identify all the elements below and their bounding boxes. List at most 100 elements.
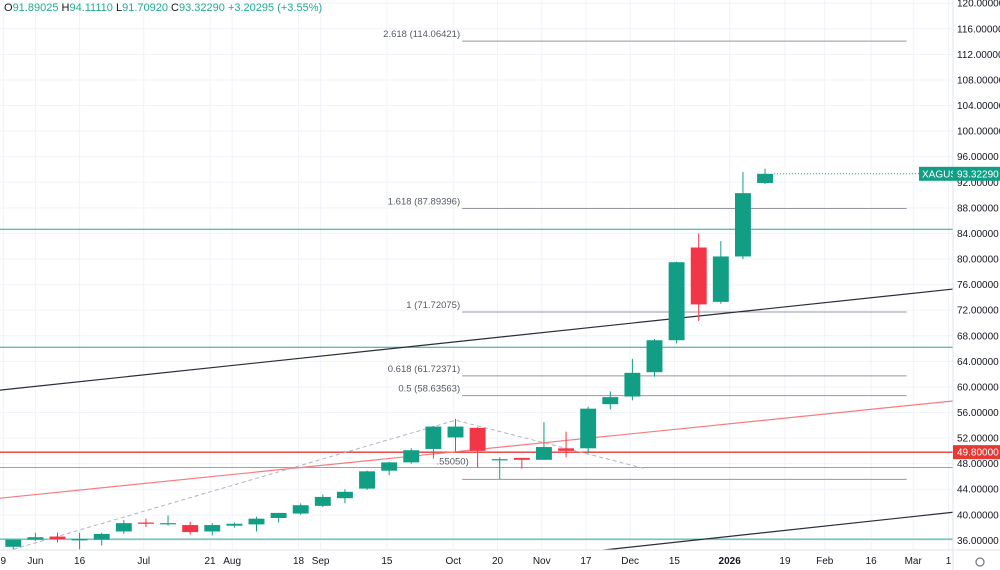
change-value: +3.20295 (+3.55%) — [227, 2, 323, 14]
x-tick-label: 1 — [946, 556, 952, 567]
candle-body — [734, 193, 751, 257]
x-tick-label: Jun — [27, 556, 43, 567]
candle-body — [49, 536, 66, 540]
open-value: 91.89025 — [12, 2, 59, 14]
candle-body — [491, 459, 508, 461]
y-tick-label: 60.00000 — [957, 382, 999, 393]
x-tick-label: Nov — [533, 556, 551, 567]
candle-body — [558, 448, 575, 451]
candle-body — [270, 512, 287, 519]
settings-gear-icon[interactable] — [975, 557, 985, 567]
candle-body — [314, 496, 331, 506]
y-tick-label: 52.00000 — [957, 434, 999, 445]
candle — [336, 489, 353, 504]
candle — [403, 448, 420, 464]
y-tick-label: 48.00000 — [957, 459, 999, 470]
x-tick-label: 9 — [1, 556, 7, 567]
candle — [5, 539, 22, 550]
candle-body — [381, 462, 398, 471]
y-tick-label: 120.00000 — [957, 0, 1000, 10]
price-axis[interactable]: 36.00000 40.00000 44.00000 48.00000 52.00000… — [919, 0, 1000, 570]
candle-body — [292, 505, 309, 514]
fib-level-label: .55050) — [437, 456, 469, 467]
y-tick-label: 88.00000 — [957, 203, 999, 214]
candle-body — [226, 523, 243, 526]
candle — [115, 519, 132, 535]
candle — [668, 261, 685, 344]
open-key: O — [4, 2, 13, 14]
candle-body — [204, 525, 221, 532]
candle-body — [137, 522, 154, 524]
y-tick-label: 100.00000 — [957, 127, 1000, 138]
candle — [757, 168, 774, 185]
candles — [5, 168, 774, 550]
candle — [491, 457, 508, 480]
x-tick-label: 18 — [293, 556, 305, 567]
x-tick-label: Mar — [905, 556, 923, 567]
y-tick-label: 104.00000 — [957, 101, 1000, 112]
candle-body — [513, 457, 530, 460]
x-tick-label: 21 — [204, 556, 216, 567]
candle — [182, 521, 199, 535]
x-tick-label: Feb — [816, 556, 834, 567]
y-tick-label: 116.00000 — [957, 24, 1000, 35]
candle — [314, 494, 331, 508]
candle — [381, 461, 398, 476]
candle-body — [71, 539, 88, 541]
y-tick-label: 72.00000 — [957, 306, 999, 317]
fib-level-label: 1.618 (87.89396) — [388, 197, 460, 208]
low-key: L — [115, 2, 123, 14]
y-tick-label: 44.00000 — [957, 485, 999, 496]
x-tick-label: Sep — [312, 556, 330, 567]
y-tick-label: 80.00000 — [957, 255, 999, 266]
candle-body — [359, 471, 376, 489]
candle — [93, 532, 110, 546]
candle — [712, 241, 729, 304]
fib-level-label: 1 (71.72075) — [406, 300, 460, 311]
y-tick-label: 56.00000 — [957, 408, 999, 419]
y-tick-label: 64.00000 — [957, 357, 999, 368]
candle-body — [248, 518, 265, 525]
candle — [137, 518, 154, 527]
candle — [49, 532, 66, 543]
candle — [270, 512, 287, 523]
candle-body — [646, 340, 663, 373]
x-tick-label: Oct — [446, 556, 462, 567]
candle-body — [425, 426, 442, 449]
candle — [535, 422, 552, 460]
candle — [690, 233, 707, 322]
symbol-badge-label: XAGUSD — [922, 169, 964, 180]
symbol-badge — [919, 166, 953, 181]
candle — [248, 516, 265, 532]
x-tick-label: 15 — [381, 556, 393, 567]
last-price-badge — [953, 166, 1000, 181]
time-axis[interactable]: 9 Jun 16 Jul 21 Aug 18 Sep 15 Oct 20 Nov 17 Dec 15 2026… — [0, 549, 1000, 567]
candle — [359, 470, 376, 490]
candle-body — [447, 426, 464, 438]
x-tick-label: 15 — [669, 556, 681, 567]
price-line-badge-label: 49.80000 — [957, 448, 999, 459]
candle — [160, 515, 177, 526]
candle-body — [115, 523, 132, 532]
y-tick-label: 40.00000 — [957, 510, 999, 521]
candle-body — [403, 450, 420, 463]
x-tick-label: 20 — [492, 556, 504, 567]
candle-body — [469, 427, 486, 451]
candle — [734, 172, 751, 260]
x-tick-label: Aug — [223, 556, 241, 567]
fib-level-label: 0.5 (58.63563) — [398, 384, 460, 395]
y-tick-label: 76.00000 — [957, 280, 999, 291]
candle-body — [5, 539, 22, 547]
x-tick-label: 16 — [866, 556, 878, 567]
x-tick-label: 16 — [74, 556, 86, 567]
y-tick-label: 36.00000 — [957, 536, 999, 547]
candle-body — [624, 372, 641, 397]
candle — [558, 431, 575, 458]
fib-level-label: 0.618 (61.72371) — [388, 364, 460, 375]
x-tick-label: Jul — [137, 556, 150, 567]
candle — [425, 425, 442, 459]
candle — [292, 503, 309, 515]
last-price-badge-label: 93.32290 — [957, 169, 999, 180]
